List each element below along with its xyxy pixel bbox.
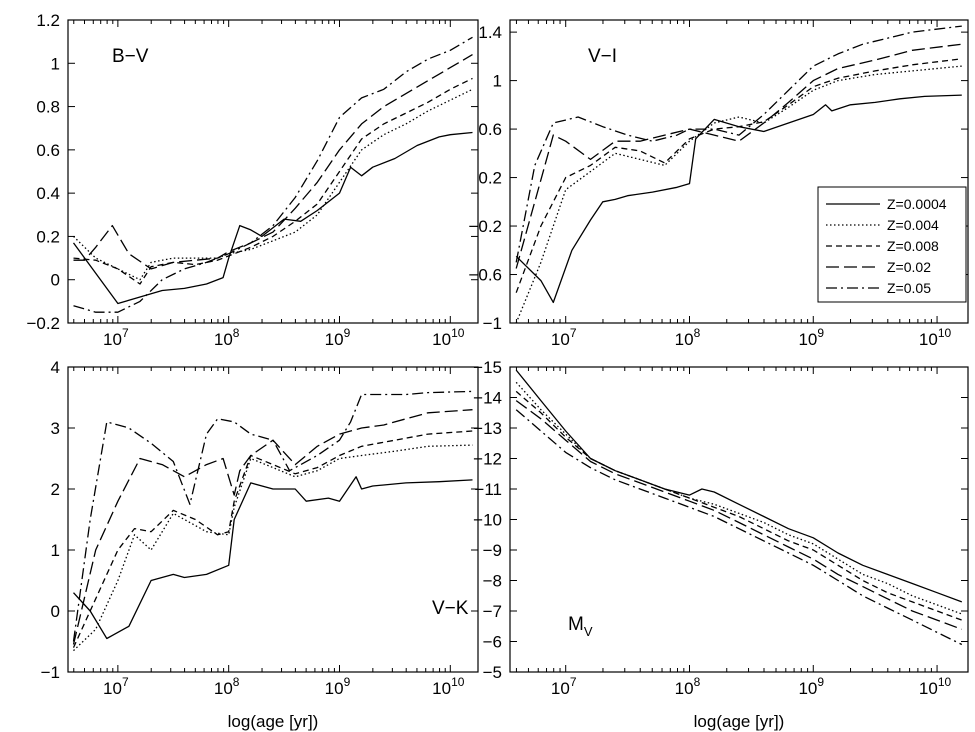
panel-bottom-left: 107 108 109 1010 −1 0 1 2 3 4 V−K log(age [yr]) <box>41 358 479 731</box>
x-tick-label: 108 <box>675 675 701 698</box>
series-line-z-0-008 <box>515 58 962 293</box>
x-tick-label: 109 <box>325 675 351 698</box>
y-tick-label: 2 <box>51 480 60 499</box>
y-tick-label: 0 <box>51 271 60 290</box>
y-tick-label: −15 <box>473 358 502 377</box>
series-line-z-0-004 <box>515 381 963 615</box>
y-tick-label: −14 <box>473 389 502 408</box>
x-tick-label: 1010 <box>432 675 465 698</box>
series-line-z-0-05 <box>515 25 962 263</box>
y-tick-label: 0.2 <box>478 169 502 188</box>
series-line-z-0-008 <box>515 390 963 621</box>
y-tick-label: −13 <box>473 419 502 438</box>
y-tick-label: 3 <box>51 419 60 438</box>
x-tick-label: 107 <box>103 675 129 698</box>
series-line-z-0-05 <box>73 36 473 313</box>
y-tick-label: −1 <box>483 314 502 333</box>
series-line-z-0-0004 <box>515 369 963 603</box>
series-line-z-0-02 <box>72 409 473 645</box>
x-tick-label: 107 <box>551 326 577 349</box>
y-tick-label: −11 <box>474 480 502 499</box>
y-tick-label: 1 <box>493 72 502 91</box>
series-line-z-0-05 <box>72 390 473 642</box>
y-tick-label: −5 <box>483 663 502 682</box>
legend-box <box>817 186 967 303</box>
series-line-z-0-05 <box>515 409 963 646</box>
y-tick-label: 0.4 <box>36 184 60 203</box>
panel-title: V−K <box>432 598 469 619</box>
y-tick-label: −6 <box>483 633 502 652</box>
y-tick-label: −0.2 <box>468 217 502 236</box>
legend-label: Z=0.008 <box>887 238 939 254</box>
y-tick-label: 0.2 <box>36 227 60 246</box>
series-line-z-0-0004 <box>73 476 473 640</box>
x-tick-label: 108 <box>214 326 240 349</box>
y-tick-label: 1 <box>51 54 60 73</box>
panel-top-left: 107 108 109 1010 −0.2 0 0.2 0.4 0.6 0.8 1 1.2 B−V <box>26 11 479 349</box>
y-tick-label: −9 <box>483 541 502 560</box>
y-tick-label: −0.2 <box>26 314 60 333</box>
series-line-z-0-0004 <box>72 131 473 305</box>
series-line-z-0-02 <box>515 400 963 630</box>
y-tick-label: −1 <box>41 663 60 682</box>
x-tick-label: 107 <box>551 675 577 698</box>
series-line-z-0-004 <box>73 88 473 281</box>
x-tick-label: 1010 <box>432 326 465 349</box>
x-tick-label: 1010 <box>919 675 952 698</box>
y-tick-label: 0.6 <box>478 120 502 139</box>
y-tick-label: −12 <box>473 450 502 469</box>
y-tick-label: −8 <box>483 572 502 591</box>
y-tick-label: 4 <box>51 358 60 377</box>
legend-label: Z=0.05 <box>887 280 931 296</box>
legend-label: Z=0.0004 <box>887 196 947 212</box>
y-tick-label: 1.2 <box>36 11 60 30</box>
y-tick-label: 0.6 <box>36 141 60 160</box>
x-tick-label: 107 <box>103 326 129 349</box>
plot-frame <box>67 19 479 324</box>
series-line-z-0-008 <box>72 430 473 648</box>
x-tick-label: 108 <box>214 675 240 698</box>
series-line-z-0-004 <box>73 444 473 652</box>
legend-label: Z=0.02 <box>887 259 931 275</box>
x-tick-label: 109 <box>798 675 824 698</box>
x-axis-label: log(age [yr]) <box>228 712 319 731</box>
series-line-z-0-02 <box>515 43 962 269</box>
y-tick-label: 0 <box>51 602 60 621</box>
x-tick-label: 109 <box>325 326 351 349</box>
x-tick-label: 1010 <box>919 326 952 349</box>
x-tick-label: 108 <box>675 326 701 349</box>
y-tick-label: −7 <box>483 602 502 621</box>
y-tick-label: 1.4 <box>478 23 502 42</box>
panel-bottom-right: 107 108 109 1010 −15 −14 −13 −12 −11 −10 −9 −8 −7 −6 −… <box>473 358 969 731</box>
y-tick-label: 0.8 <box>36 98 60 117</box>
x-tick-label: 109 <box>798 326 824 349</box>
y-tick-label: 1 <box>51 541 60 560</box>
y-tick-label: −10 <box>473 511 502 530</box>
series-line-z-0-008 <box>73 77 473 285</box>
plot-frame <box>67 366 479 673</box>
legend-label: Z=0.004 <box>887 217 939 233</box>
plot-frame <box>509 19 969 324</box>
series-line-z-0-004 <box>515 65 962 323</box>
legend: Z=0.0004 Z=0.004 Z=0.008 Z=0.02 Z=0.05 <box>817 186 967 303</box>
x-axis-label: log(age [yr]) <box>694 712 785 731</box>
panel-title: B−V <box>112 46 149 67</box>
panel-top-right: 107 108 109 1010 −1 −0.6 −0.2 0.2 0.6 1 1.4 V−I <box>468 19 969 349</box>
y-tick-label: −0.6 <box>468 266 502 285</box>
panel-title: MV <box>568 614 593 639</box>
panel-title: V−I <box>588 46 617 67</box>
